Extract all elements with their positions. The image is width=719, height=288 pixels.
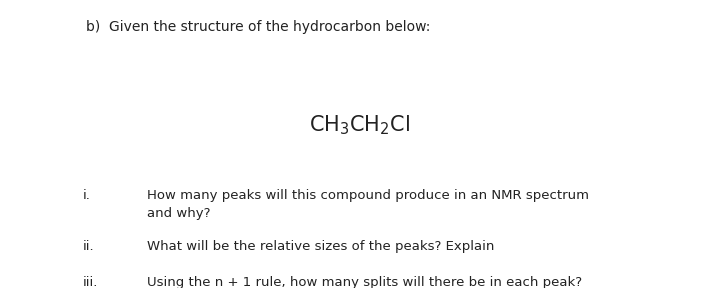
Text: How many peaks will this compound produce in an NMR spectrum
and why?: How many peaks will this compound produc… xyxy=(147,189,590,220)
Text: b)  Given the structure of the hydrocarbon below:: b) Given the structure of the hydrocarbo… xyxy=(86,20,431,34)
Text: CH$_3$CH$_2$Cl: CH$_3$CH$_2$Cl xyxy=(309,113,410,137)
Text: iii.: iii. xyxy=(83,276,98,288)
Text: i.: i. xyxy=(83,189,91,202)
Text: Using the n + 1 rule, how many splits will there be in each peak?: Using the n + 1 rule, how many splits wi… xyxy=(147,276,582,288)
Text: ii.: ii. xyxy=(83,240,94,253)
Text: What will be the relative sizes of the peaks? Explain: What will be the relative sizes of the p… xyxy=(147,240,495,253)
